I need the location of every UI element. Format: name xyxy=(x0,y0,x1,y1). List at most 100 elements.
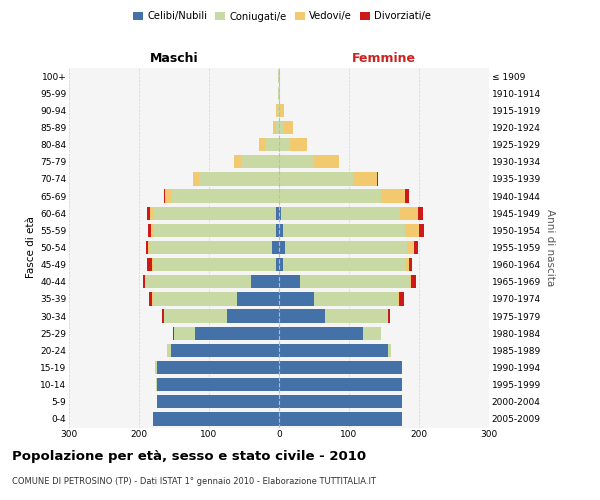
Bar xyxy=(153,292,237,306)
Bar xyxy=(237,292,279,306)
Bar xyxy=(409,275,410,288)
Text: Popolazione per età, sesso e stato civile - 2010: Popolazione per età, sesso e stato civil… xyxy=(12,450,366,463)
Bar xyxy=(279,104,280,117)
Bar xyxy=(380,326,381,340)
Bar xyxy=(152,258,153,272)
Text: COMUNE DI PETROSINO (TP) - Dati ISTAT 1° gennaio 2010 - Elaborazione TUTTITALIA.: COMUNE DI PETROSINO (TP) - Dati ISTAT 1°… xyxy=(12,478,376,486)
Bar xyxy=(281,206,400,220)
Bar xyxy=(380,190,405,203)
Y-axis label: Anni di nascita: Anni di nascita xyxy=(545,209,555,286)
Bar xyxy=(275,121,279,134)
Bar xyxy=(405,190,409,203)
Bar xyxy=(153,224,275,237)
Bar xyxy=(145,275,146,288)
Bar xyxy=(279,310,325,323)
Bar xyxy=(279,241,284,254)
Bar xyxy=(278,70,279,83)
Bar xyxy=(163,310,227,323)
Bar xyxy=(174,326,195,340)
Bar xyxy=(279,344,388,357)
Bar xyxy=(272,241,279,254)
Bar xyxy=(398,292,404,306)
Bar xyxy=(338,155,339,168)
Text: Femmine: Femmine xyxy=(352,52,416,65)
Bar xyxy=(199,172,279,186)
Bar xyxy=(173,326,174,340)
Bar xyxy=(279,224,283,237)
Y-axis label: Fasce di età: Fasce di età xyxy=(26,216,36,278)
Bar xyxy=(165,190,170,203)
Bar xyxy=(300,275,409,288)
Bar xyxy=(277,104,279,117)
Bar xyxy=(279,138,290,151)
Bar xyxy=(148,224,151,237)
Bar xyxy=(275,206,279,220)
Bar xyxy=(283,121,293,134)
Bar xyxy=(164,190,165,203)
Bar xyxy=(414,241,418,254)
Bar xyxy=(162,310,163,323)
Bar xyxy=(148,241,149,254)
Bar xyxy=(156,378,157,392)
Bar xyxy=(278,86,279,100)
Bar xyxy=(418,206,423,220)
Bar xyxy=(388,310,391,323)
Bar xyxy=(405,258,409,272)
Bar xyxy=(147,258,152,272)
Bar xyxy=(353,172,377,186)
Legend: Celibi/Nubili, Coniugati/e, Vedovi/e, Divorziati/e: Celibi/Nubili, Coniugati/e, Vedovi/e, Di… xyxy=(130,8,434,26)
Bar xyxy=(279,155,314,168)
Bar xyxy=(274,121,275,134)
Bar xyxy=(146,206,149,220)
Bar xyxy=(233,155,241,168)
Bar xyxy=(325,310,388,323)
Bar xyxy=(157,395,279,408)
Text: Maschi: Maschi xyxy=(149,52,199,65)
Bar xyxy=(279,190,380,203)
Bar xyxy=(279,121,283,134)
Bar xyxy=(410,275,416,288)
Bar xyxy=(170,344,279,357)
Bar xyxy=(279,395,401,408)
Bar xyxy=(153,206,275,220)
Bar xyxy=(419,224,424,237)
Bar xyxy=(227,310,279,323)
Bar xyxy=(279,361,401,374)
Bar xyxy=(167,344,170,357)
Bar xyxy=(153,258,275,272)
Bar xyxy=(275,224,279,237)
Bar xyxy=(157,378,279,392)
Bar xyxy=(401,361,402,374)
Bar xyxy=(388,344,391,357)
Bar xyxy=(152,292,153,306)
Bar xyxy=(146,241,148,254)
Bar xyxy=(405,224,419,237)
Bar xyxy=(153,412,279,426)
Bar xyxy=(290,138,307,151)
Bar xyxy=(259,138,265,151)
Bar xyxy=(149,241,272,254)
Bar xyxy=(143,275,145,288)
Bar xyxy=(280,104,284,117)
Bar xyxy=(279,206,281,220)
Bar xyxy=(279,258,283,272)
Bar xyxy=(157,361,279,374)
Bar xyxy=(377,172,378,186)
Bar xyxy=(265,138,279,151)
Bar xyxy=(279,275,300,288)
Bar xyxy=(195,326,279,340)
Bar xyxy=(314,292,398,306)
Bar xyxy=(279,172,353,186)
Bar xyxy=(279,292,314,306)
Bar xyxy=(251,275,279,288)
Bar xyxy=(170,190,279,203)
Bar xyxy=(400,206,418,220)
Bar xyxy=(363,326,380,340)
Bar xyxy=(155,361,157,374)
Bar xyxy=(149,206,153,220)
Bar xyxy=(193,172,199,186)
Bar xyxy=(279,378,401,392)
Bar xyxy=(407,241,414,254)
Bar xyxy=(275,258,279,272)
Bar xyxy=(279,412,401,426)
